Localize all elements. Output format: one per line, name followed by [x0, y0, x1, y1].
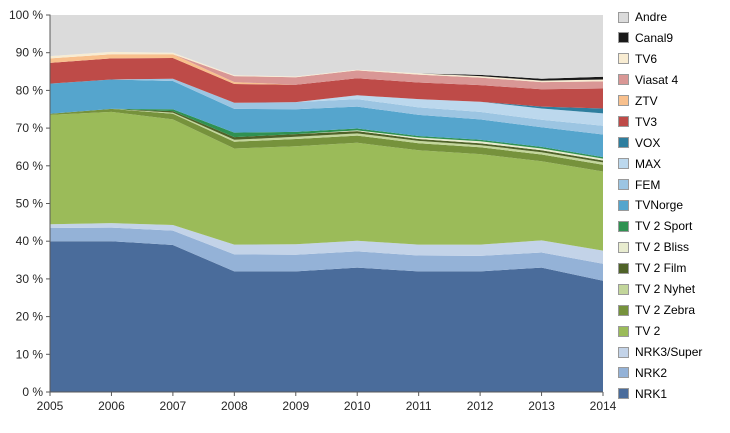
legend-item-vox: VOX — [618, 136, 728, 150]
legend-item-andre: Andre — [618, 10, 728, 24]
legend-swatch-tv3 — [618, 116, 629, 128]
legend-swatch-andre — [618, 11, 629, 23]
legend-label: TV6 — [635, 51, 658, 66]
x-tick-label: 2013 — [528, 399, 555, 413]
legend-item-tv-2-film: TV 2 Film — [618, 261, 728, 275]
legend-swatch-nrk2 — [618, 367, 629, 379]
legend-label: TV3 — [635, 114, 658, 129]
area-tv3 — [50, 58, 603, 109]
legend-swatch-tv-2 — [618, 325, 629, 337]
legend-item-tv-2-nyhet: TV 2 Nyhet — [618, 282, 728, 296]
y-tick-label: 30 % — [16, 272, 44, 286]
legend-label: NRK3/Super — [635, 345, 703, 359]
x-tick-label: 2007 — [160, 399, 187, 413]
legend-label: FEM — [635, 177, 661, 192]
area-ztv — [50, 54, 603, 90]
area-viasat-4 — [50, 54, 603, 90]
legend-item-tv-2-zebra: TV 2 Zebra — [618, 303, 728, 317]
area-tv-2-zebra — [50, 108, 603, 172]
area-fem — [50, 78, 603, 135]
y-tick-label: 0 % — [22, 385, 43, 399]
legend-swatch-fem — [618, 179, 629, 190]
legend-label: TV 2 Zebra — [635, 303, 696, 318]
legend-swatch-vox — [618, 137, 629, 149]
stacked-area-chart: 0 % 10 % 20 % 30 % 40 % 50 % 60 % 70 % 80 % 90 % 1… — [9, 8, 616, 413]
legend-item-tv3: TV3 — [618, 115, 728, 129]
y-tick-label: 20 % — [16, 310, 44, 324]
x-tick-label: 2014 — [590, 399, 616, 413]
area-nrk3-super — [50, 223, 603, 264]
x-tick-label: 2005 — [37, 399, 64, 413]
x-tick-label: 2009 — [282, 399, 309, 413]
plot-svg: 0 % 10 % 20 % 30 % 40 % 50 % 60 % 70 % 80 % 90 % 1… — [9, 8, 616, 413]
area-tv6 — [50, 51, 603, 83]
legend-swatch-max — [618, 158, 629, 170]
area-tv-2-nyhet — [50, 108, 603, 165]
y-tick-label: 80 % — [16, 83, 44, 97]
y-tick-label: 70 % — [16, 121, 44, 135]
legend-swatch-tv-2-sport — [618, 220, 629, 232]
y-tick-label: 40 % — [16, 234, 44, 248]
x-tick-label: 2010 — [344, 399, 371, 413]
legend-label: TV 2 Bliss — [635, 240, 690, 255]
legend-label: MAX — [635, 156, 662, 171]
legend-item-tv6: TV6 — [618, 52, 728, 66]
x-tick-label: 2006 — [98, 399, 125, 413]
legend-swatch-tv-2-zebra — [618, 304, 629, 316]
legend-label: ZTV — [635, 93, 658, 108]
legend-swatch-nrk3-super — [618, 346, 629, 358]
y-tick-label: 100 % — [9, 8, 43, 22]
x-tick-label: 2008 — [221, 399, 248, 413]
legend-label: NRK2 — [635, 365, 668, 380]
legend-item-ztv: ZTV — [618, 94, 728, 108]
legend-label: Viasat 4 — [635, 72, 679, 87]
legend-item-tv-2-sport: TV 2 Sport — [618, 219, 728, 233]
legend-swatch-tvnorge — [618, 199, 629, 211]
y-tick-label: 50 % — [16, 197, 44, 211]
legend-item-nrk2: NRK2 — [618, 366, 728, 380]
area-nrk2 — [50, 227, 603, 281]
area-nrk1 — [50, 241, 603, 392]
y-tick-label: 60 % — [16, 159, 44, 173]
legend-label: Andre — [635, 10, 668, 24]
legend-item-tvnorge: TVNorge — [618, 198, 728, 212]
area-tv-2 — [50, 111, 603, 251]
legend-item-tv-2-bliss: TV 2 Bliss — [618, 240, 728, 254]
x-tick-label: 2012 — [467, 399, 494, 413]
legend-swatch-tv-2-film — [618, 262, 629, 274]
legend-label: Canal9 — [635, 30, 674, 45]
legend-item-tv-2: TV 2 — [618, 324, 728, 338]
legend-label: TV 2 — [635, 324, 661, 339]
legend-swatch-canal9 — [618, 32, 629, 44]
legend-swatch-viasat-4 — [618, 74, 629, 86]
legend-item-fem: FEM — [618, 178, 728, 192]
legend-item-canal9: Canal9 — [618, 31, 728, 45]
legend-item-viasat-4: Viasat 4 — [618, 73, 728, 87]
area-tvnorge — [50, 79, 603, 158]
legend-label: TVNorge — [635, 198, 684, 213]
y-tick-label: 10 % — [16, 347, 44, 361]
legend-item-nrk3-super: NRK3/Super — [618, 345, 728, 359]
area-andre — [50, 15, 603, 79]
legend-label: TV 2 Nyhet — [635, 282, 696, 297]
legend-swatch-tv-2-nyhet — [618, 283, 629, 295]
legend-swatch-tv-2-bliss — [618, 241, 629, 253]
legend-swatch-tv6 — [618, 53, 629, 65]
legend-label: TV 2 Film — [635, 261, 687, 276]
chart-legend: Andre Canal9 TV6 Viasat 4 ZTV TV3 VOX MAX FEM TVN… — [616, 0, 730, 433]
legend-item-max: MAX — [618, 157, 728, 171]
legend-label: TV 2 Sport — [635, 219, 693, 234]
legend-swatch-ztv — [618, 95, 629, 107]
x-tick-label: 2011 — [406, 399, 432, 413]
legend-swatch-nrk1 — [618, 388, 629, 400]
legend-label: VOX — [635, 135, 661, 150]
legend-item-nrk1: NRK1 — [618, 387, 728, 401]
y-tick-label: 90 % — [16, 46, 44, 60]
legend-label: NRK1 — [635, 386, 668, 401]
